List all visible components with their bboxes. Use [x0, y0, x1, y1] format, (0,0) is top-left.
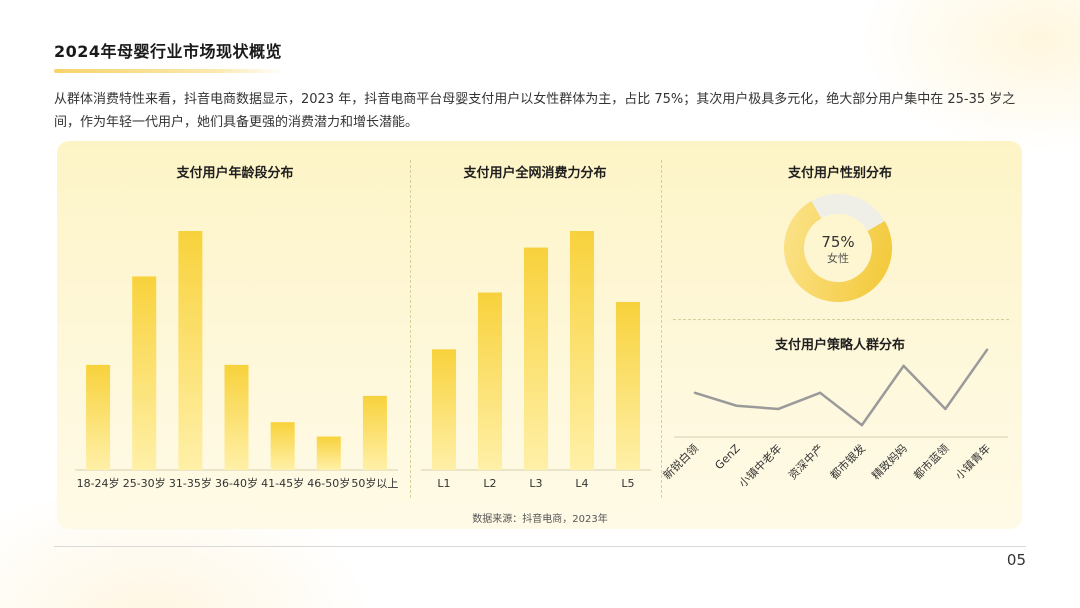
tick-label: L5: [621, 477, 634, 490]
divider-1: [410, 160, 411, 498]
footer-divider: [54, 546, 1026, 547]
bar: [570, 231, 594, 470]
data-point: [860, 423, 864, 427]
intro-paragraph: 从群体消费特性来看，抖音电商数据显示，2023 年，抖音电商平台母婴支付用户以女…: [54, 92, 1016, 130]
donut-center-value: 75%: [821, 233, 854, 251]
bar: [362, 395, 387, 470]
tick-label: 31-35岁: [169, 476, 212, 490]
tick-label: 50岁以上: [351, 476, 398, 490]
bar: [86, 364, 111, 470]
data-point: [944, 407, 947, 411]
tick-label: 资深中产: [785, 441, 826, 482]
data-point: [818, 391, 822, 395]
data-source: 数据来源：抖音电商，2023年: [472, 514, 608, 525]
bar: [132, 276, 157, 470]
divider-2: [661, 160, 662, 498]
data-point: [693, 391, 697, 395]
tick-label: 46-50岁: [307, 476, 350, 490]
tick-label: 精致妈妈: [869, 441, 910, 482]
tick-label: 25-30岁: [123, 476, 166, 490]
data-point: [985, 348, 989, 351]
bar: [224, 364, 249, 470]
bar: [616, 301, 640, 470]
gender-chart-title: 支付用户性别分布: [787, 166, 892, 181]
bar: [432, 349, 456, 470]
bar: [524, 247, 548, 470]
data-point: [735, 404, 738, 407]
tick-label: 41-45岁: [261, 476, 304, 490]
divider-3: [673, 319, 1009, 320]
tick-label: 小镇中老年: [736, 441, 785, 490]
tick-label: 18-24岁: [77, 476, 120, 490]
bar: [316, 436, 341, 470]
segment-chart-title: 支付用户策略人群分布: [774, 338, 905, 353]
bar: [178, 231, 203, 470]
page-title: 2024年母婴行业市场现状概览: [54, 42, 283, 61]
tick-label: 新锐白领: [660, 441, 701, 482]
bar: [478, 292, 502, 470]
data-point: [902, 364, 905, 368]
spending-chart-title: 支付用户全网消费力分布: [463, 166, 607, 181]
donut-main-slice: [784, 194, 892, 302]
tick-label: L2: [483, 477, 496, 490]
tick-label: L4: [575, 477, 588, 490]
title-underline: [54, 69, 286, 73]
series-line: [694, 348, 989, 427]
tick-label: 36-40岁: [215, 476, 258, 490]
bar: [270, 422, 295, 470]
tick-label: 都市银发: [827, 441, 868, 482]
data-point: [777, 407, 780, 411]
page-number: 05: [1006, 551, 1026, 569]
tick-label: 小镇青年: [952, 441, 993, 482]
tick-label: GenZ: [712, 442, 743, 473]
tick-label: L1: [437, 477, 450, 490]
tick-label: 都市蓝领: [910, 441, 951, 482]
age-chart-title: 支付用户年龄段分布: [176, 166, 294, 181]
donut-center-label: 女性: [827, 251, 849, 265]
tick-label: L3: [529, 477, 542, 490]
